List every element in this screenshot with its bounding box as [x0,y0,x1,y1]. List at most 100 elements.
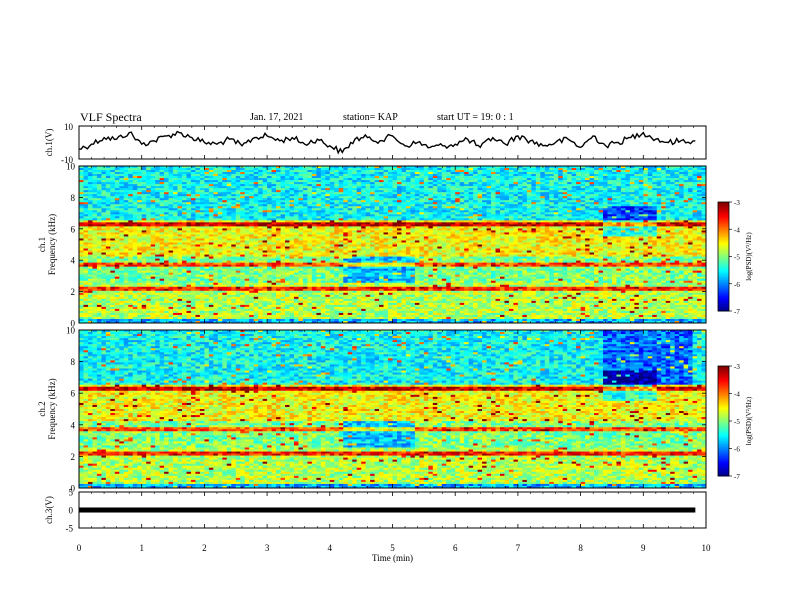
heatmap-cell [468,200,474,203]
heatmap-cell [482,174,487,177]
heatmap-cell [661,196,667,199]
heatmap-cell [383,202,389,205]
heatmap-cell [688,210,693,213]
heatmap-cell [320,170,326,173]
heatmap-cell [379,174,384,177]
heatmap-cell [311,202,317,205]
heatmap-cell [571,184,577,187]
heatmap-cell [146,184,152,187]
heatmap-cell [486,186,492,189]
heatmap-cell [83,204,89,207]
heatmap-cell [701,202,707,205]
heatmap-cell [486,204,492,207]
heatmap-cell [674,176,680,179]
heatmap-cell [643,172,649,175]
heatmap-cell [473,172,478,175]
heatmap-cell [262,178,268,181]
heatmap-cell [240,172,246,175]
heatmap-cell [177,202,183,205]
heatmap-cell [240,198,246,201]
heatmap-cell [289,168,295,171]
heatmap-cell [504,188,510,191]
heatmap-cell [638,218,644,221]
heatmap-cell [683,192,689,195]
heatmap-cell [177,176,183,179]
heatmap-cell [535,166,541,169]
heatmap-cell [204,204,210,207]
heatmap-cell [159,182,165,185]
heatmap-cell [589,194,595,197]
heatmap-cell [173,208,178,211]
heatmap-cell [477,204,483,207]
heatmap-cell [383,198,389,201]
heatmap-cell [226,186,232,189]
heatmap-cell [558,218,564,221]
heatmap-cell [674,200,680,203]
heatmap-cell [450,176,456,179]
heatmap-cell [598,192,604,195]
heatmap-cell [647,174,653,177]
heatmap-cell [329,214,335,217]
heatmap-cell [334,168,340,171]
heatmap-cell [607,188,613,191]
heatmap-cell [625,194,631,197]
heatmap-cell [607,214,613,217]
heatmap-cell [92,174,98,177]
heatmap-cell [437,208,443,211]
heatmap-cell [92,192,98,195]
heatmap-cell [199,174,205,177]
heatmap-cell [553,170,559,173]
heatmap-cell [455,220,461,223]
heatmap-cell [123,178,129,181]
heatmap-cell [491,180,496,183]
heatmap-cell [611,194,617,197]
heatmap-cell [155,176,161,179]
heatmap-cell [141,180,147,183]
heatmap-cell [182,198,187,201]
heatmap-cell [267,206,272,209]
heatmap-cell [419,218,425,221]
heatmap-cell [217,198,223,201]
heatmap-cell [535,168,541,171]
heatmap-cell [177,178,183,181]
heatmap-cell [567,198,573,201]
heatmap-cell [271,198,277,201]
heatmap-cell [405,190,411,193]
heatmap-cell [164,194,169,197]
heatmap-cell [356,186,362,189]
heatmap-cell [482,180,487,183]
heatmap-cell [347,166,353,169]
heatmap-cell [195,188,201,191]
heatmap-cell [195,176,201,179]
heatmap-cell [365,174,371,177]
heatmap-cell [576,194,581,197]
heatmap-cell [670,212,676,215]
heatmap-cell [692,174,698,177]
heatmap-cell [83,208,89,211]
heatmap-cell [276,174,281,177]
heatmap-cell [414,214,420,217]
heatmap-cell [222,216,228,219]
heatmap-cell [513,202,519,205]
heatmap-cell [132,196,138,199]
heatmap-cell [199,170,205,173]
heatmap-cell [217,192,223,195]
heatmap-cell [482,220,487,223]
heatmap-cell [293,190,299,193]
heatmap-cell [437,216,443,219]
heatmap-cell [473,178,478,181]
heatmap-cell [576,196,581,199]
heatmap-cell [701,194,707,197]
heatmap-cell [168,210,174,213]
heatmap-cell [83,220,89,223]
heatmap-cell [96,210,102,213]
heatmap-cell [482,166,487,169]
heatmap-cell [258,172,264,175]
heatmap-cell [661,212,667,215]
heatmap-cell [159,178,165,181]
heatmap-cell [182,204,187,207]
heatmap-cell [298,220,304,223]
heatmap-cell [611,198,617,201]
heatmap-cell [208,206,214,209]
heatmap-cell [396,204,402,207]
